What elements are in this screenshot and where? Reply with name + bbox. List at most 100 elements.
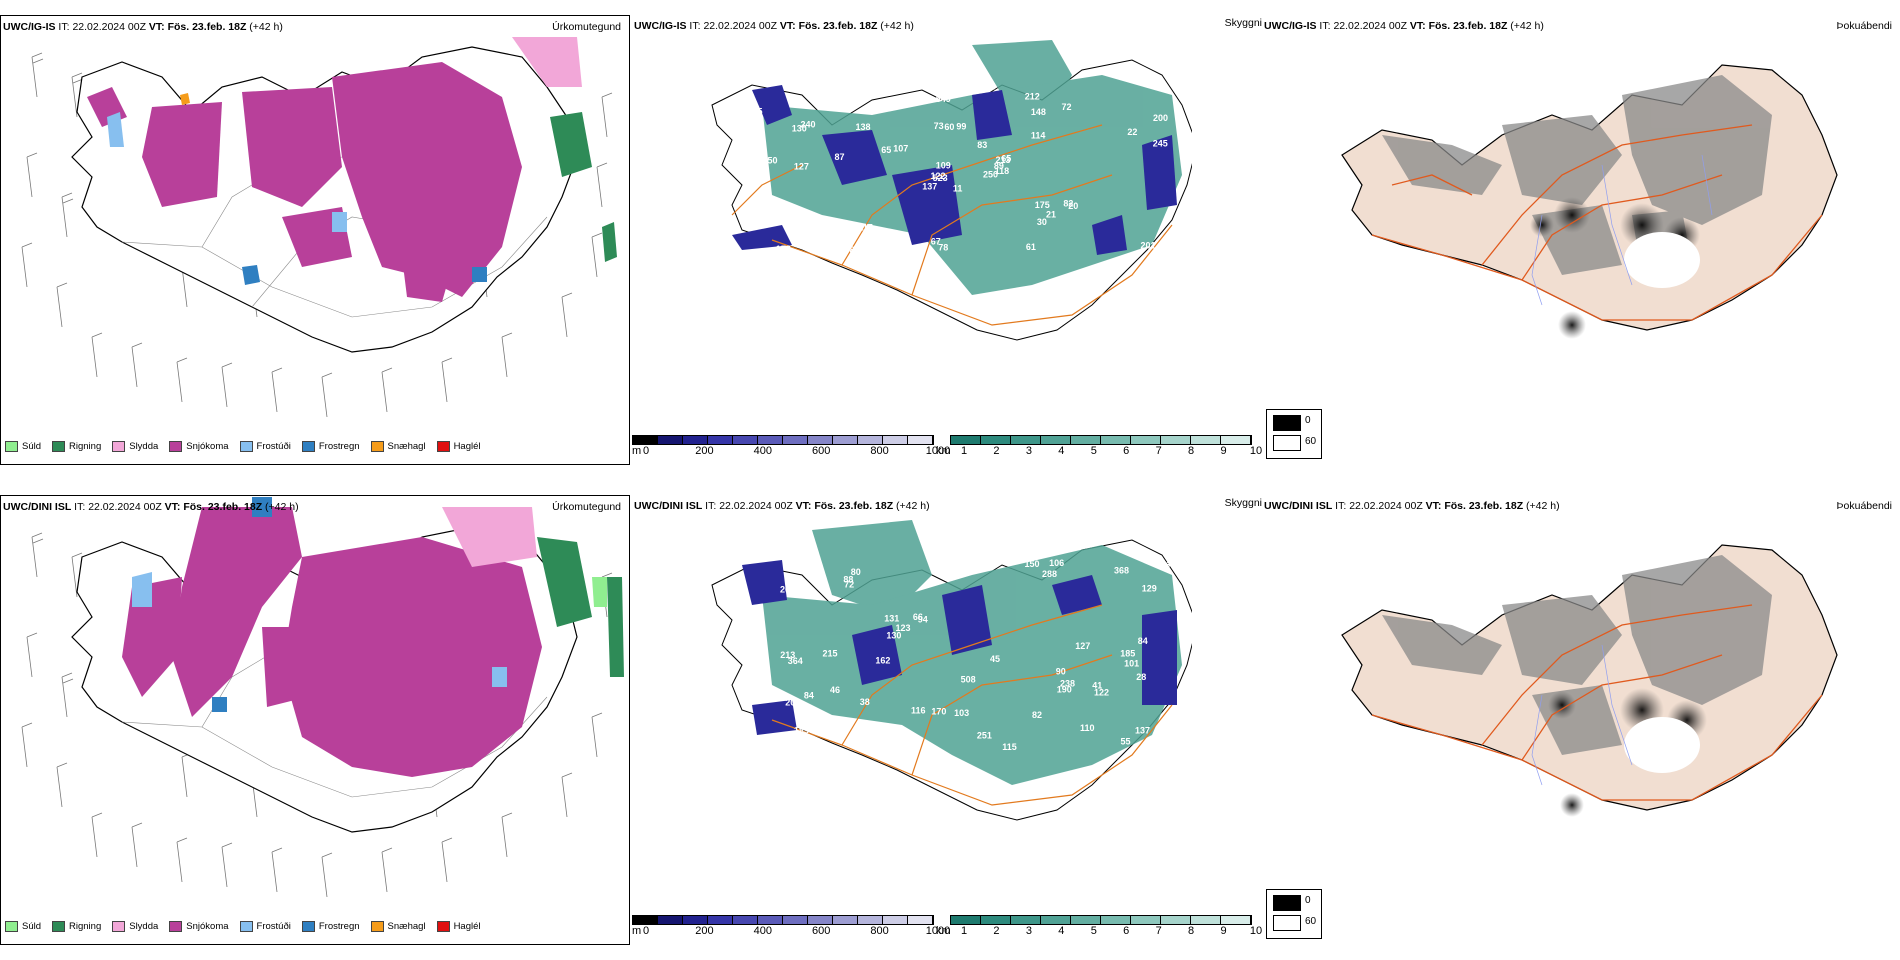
precip-type-label: Úrkomutegund xyxy=(552,21,621,33)
colorbar-tick-label: 400 xyxy=(753,445,772,457)
colorbar-tick-label: 5 xyxy=(1090,925,1097,937)
colorbar-cells xyxy=(632,435,934,445)
fog-indicator-map xyxy=(1341,64,1838,339)
legend-label: Súld xyxy=(22,921,42,932)
colorbar-tick-label: 5 xyxy=(1090,445,1097,457)
road-network xyxy=(1371,604,1823,801)
freezing-rain-areas xyxy=(242,265,487,285)
it-value: 22.02.2024 00Z xyxy=(1349,500,1423,512)
visibility-value-label: 104 xyxy=(981,82,996,92)
fog-legend-bottom: 0 60 xyxy=(1266,889,1322,939)
forecast-row-dini-isl: UWC/DINI ISL IT: 22.02.2024 00Z VT: Fös.… xyxy=(0,495,1900,960)
colorbar-tick-label: 8 xyxy=(1188,445,1195,457)
legend-item-4: Frostúði xyxy=(239,441,291,452)
colorbar-cell xyxy=(708,436,733,444)
colorbar-cell xyxy=(758,436,783,444)
vt-label: VT: xyxy=(1425,500,1442,512)
precip-type-label: Úrkomutegund xyxy=(552,501,621,513)
visibility-value-label: 30 xyxy=(1037,217,1047,227)
colorbar-tick-label: 2 xyxy=(993,925,1000,937)
rivers xyxy=(1531,644,1633,786)
visibility-panel: UWC/IG-IS IT: 22.02.2024 00Z VT: Fös. 23… xyxy=(632,15,1262,480)
visibility-value-label: 223 xyxy=(815,264,830,274)
colorbar-cell xyxy=(758,916,783,924)
legend-label: Snjókoma xyxy=(186,921,229,932)
fog-indicator-label: Þokuábendi xyxy=(1836,20,1892,32)
colorbar-tick-label: 6 xyxy=(1123,925,1130,937)
visibility-value-label: 87 xyxy=(835,152,845,162)
legend-swatch xyxy=(239,441,253,452)
visibility-value-label: 137 xyxy=(1135,726,1150,736)
legend-item-5: Frostregn xyxy=(301,441,360,452)
sleet-areas xyxy=(442,507,537,567)
legend-item-2: Slydda xyxy=(112,441,158,452)
visibility-value-label: 131 xyxy=(884,613,899,623)
colorbar-tick-label: 7 xyxy=(1155,925,1162,937)
fog-legend-swatch-60 xyxy=(1273,915,1301,931)
visibility-value-label: 72 xyxy=(1062,102,1072,112)
legend-label: Haglél xyxy=(453,441,481,452)
visibility-value-label: 212 xyxy=(1025,92,1040,102)
visibility-value-label: 25 xyxy=(753,106,763,116)
fog-legend-swatch-0 xyxy=(1273,895,1301,911)
visibility-value-label: 123 xyxy=(896,623,911,633)
colorbar-tick-label: 8 xyxy=(1188,925,1195,937)
model-name: UWC/DINI ISL xyxy=(3,501,72,513)
visibility-value-label: 22 xyxy=(1127,127,1137,137)
visibility-value-label: 66 xyxy=(913,612,923,622)
visibility-value-label: 122 xyxy=(931,171,946,181)
visibility-km-colorbar: km 1 2 3 4 5 6 7 8 9 10 xyxy=(936,915,1263,943)
visibility-value-label: 38 xyxy=(860,697,870,707)
legend-item-7: Haglél xyxy=(436,921,481,932)
colorbar-tick-label: 10 xyxy=(1249,925,1263,937)
colorbar-cell xyxy=(1071,436,1101,444)
visibility-value-label: 90 xyxy=(1056,667,1066,677)
visibility-value-label: 364 xyxy=(788,656,803,666)
lead-time: (+42 h) xyxy=(1510,20,1544,32)
colorbar-cell xyxy=(1221,916,1251,924)
visibility-value-label: 101 xyxy=(1124,659,1139,669)
colorbar-cell xyxy=(633,436,658,444)
legend-label: Rigning xyxy=(69,441,102,452)
visibility-value-label: 215 xyxy=(823,648,838,658)
visibility-value-label: 117 xyxy=(858,223,873,233)
colorbar-tick-label: 600 xyxy=(812,445,831,457)
colorbar-cell xyxy=(981,436,1011,444)
visibility-value-labels: 11 130 523 153 213 121 212 99 148 250 22 326 127 200 1… xyxy=(745,82,1168,276)
visibility-value-label: 11 xyxy=(953,184,963,194)
it-label: IT: xyxy=(58,21,70,33)
colorbar-cell xyxy=(1221,436,1251,444)
visibility-value-label: 129 xyxy=(1142,583,1157,593)
model-name: UWC/DINI ISL xyxy=(634,500,703,512)
legend-item-7: Haglél xyxy=(436,441,481,452)
legend-swatch xyxy=(169,441,183,452)
visibility-value-label: 201 xyxy=(1141,241,1156,251)
colorbar-cell xyxy=(1011,916,1041,924)
road-network xyxy=(1371,124,1823,321)
glacier-white-area xyxy=(1624,232,1700,288)
legend-item-3: Snjókoma xyxy=(169,921,229,932)
colorbar-tick-label: 1 xyxy=(960,445,968,457)
legend-swatch xyxy=(5,441,18,452)
visibility-value-label: 45 xyxy=(990,654,1000,664)
vt-label: VT: xyxy=(1409,20,1426,32)
panel-title: UWC/IG-IS IT: 22.02.2024 00Z VT: Fös. 23… xyxy=(1264,20,1544,32)
colorbar-cell xyxy=(1131,916,1161,924)
panel-title: UWC/IG-IS IT: 22.02.2024 00Z VT: Fös. 23… xyxy=(3,21,283,33)
visibility-value-label: 224 xyxy=(785,574,800,584)
colorbar-tick-label: 3 xyxy=(1025,925,1032,937)
colorbar-cell xyxy=(951,916,981,924)
visibility-value-label: 240 xyxy=(801,120,816,130)
colorbar-tick-label: 1000 xyxy=(925,925,951,937)
legend-swatch xyxy=(52,921,66,932)
it-label: IT: xyxy=(1319,20,1331,32)
visibility-value-label: 55 xyxy=(1121,737,1131,747)
visibility-value-label: 46 xyxy=(830,685,840,695)
colorbar-cell xyxy=(883,436,908,444)
visibility-value-label: 130 xyxy=(886,631,901,641)
legend-label: Snæhagl xyxy=(387,441,426,452)
visibility-value-label: 78 xyxy=(938,243,948,253)
vt-value: Fös. 23.feb. 18Z xyxy=(814,500,894,512)
legend-swatch xyxy=(301,921,315,932)
precip-type-panel: UWC/DINI ISL IT: 22.02.2024 00Z VT: Fös.… xyxy=(0,495,632,960)
